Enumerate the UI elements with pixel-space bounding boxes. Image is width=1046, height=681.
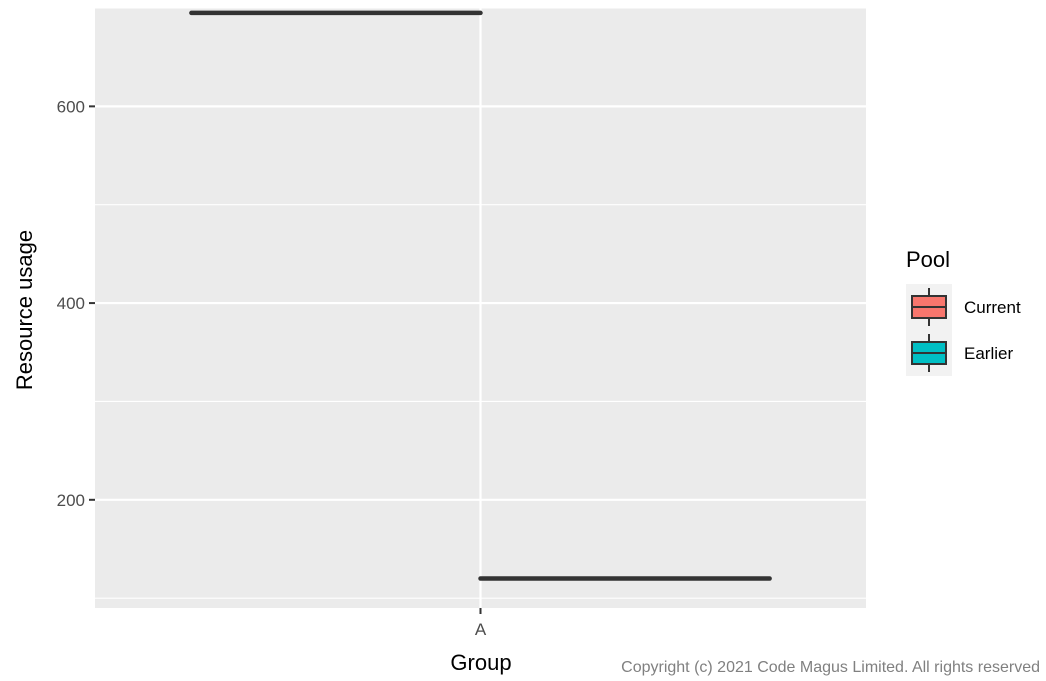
y-tick-label: 200: [57, 491, 85, 510]
major-gridlines: [95, 8, 866, 608]
legend-label: Earlier: [964, 344, 1013, 363]
y-tick-label: 600: [57, 97, 85, 116]
x-tick-label: A: [475, 620, 487, 639]
legend-entry-earlier: Earlier: [906, 330, 1013, 376]
legend-entry-current: Current: [906, 284, 1021, 330]
legend-label: Current: [964, 298, 1021, 317]
y-tick-label: 400: [57, 294, 85, 313]
legend-title: Pool: [906, 247, 950, 272]
y-axis-title: Resource usage: [12, 230, 37, 390]
copyright-caption: Copyright (c) 2021 Code Magus Limited. A…: [621, 659, 1040, 676]
x-axis: A: [475, 608, 487, 639]
x-axis-title: Group: [450, 650, 511, 675]
y-axis: 200 400 600: [57, 97, 95, 510]
box-series: [189, 10, 772, 581]
box-earlier: [478, 576, 772, 581]
legend: Pool Current Earlier: [906, 247, 1021, 376]
